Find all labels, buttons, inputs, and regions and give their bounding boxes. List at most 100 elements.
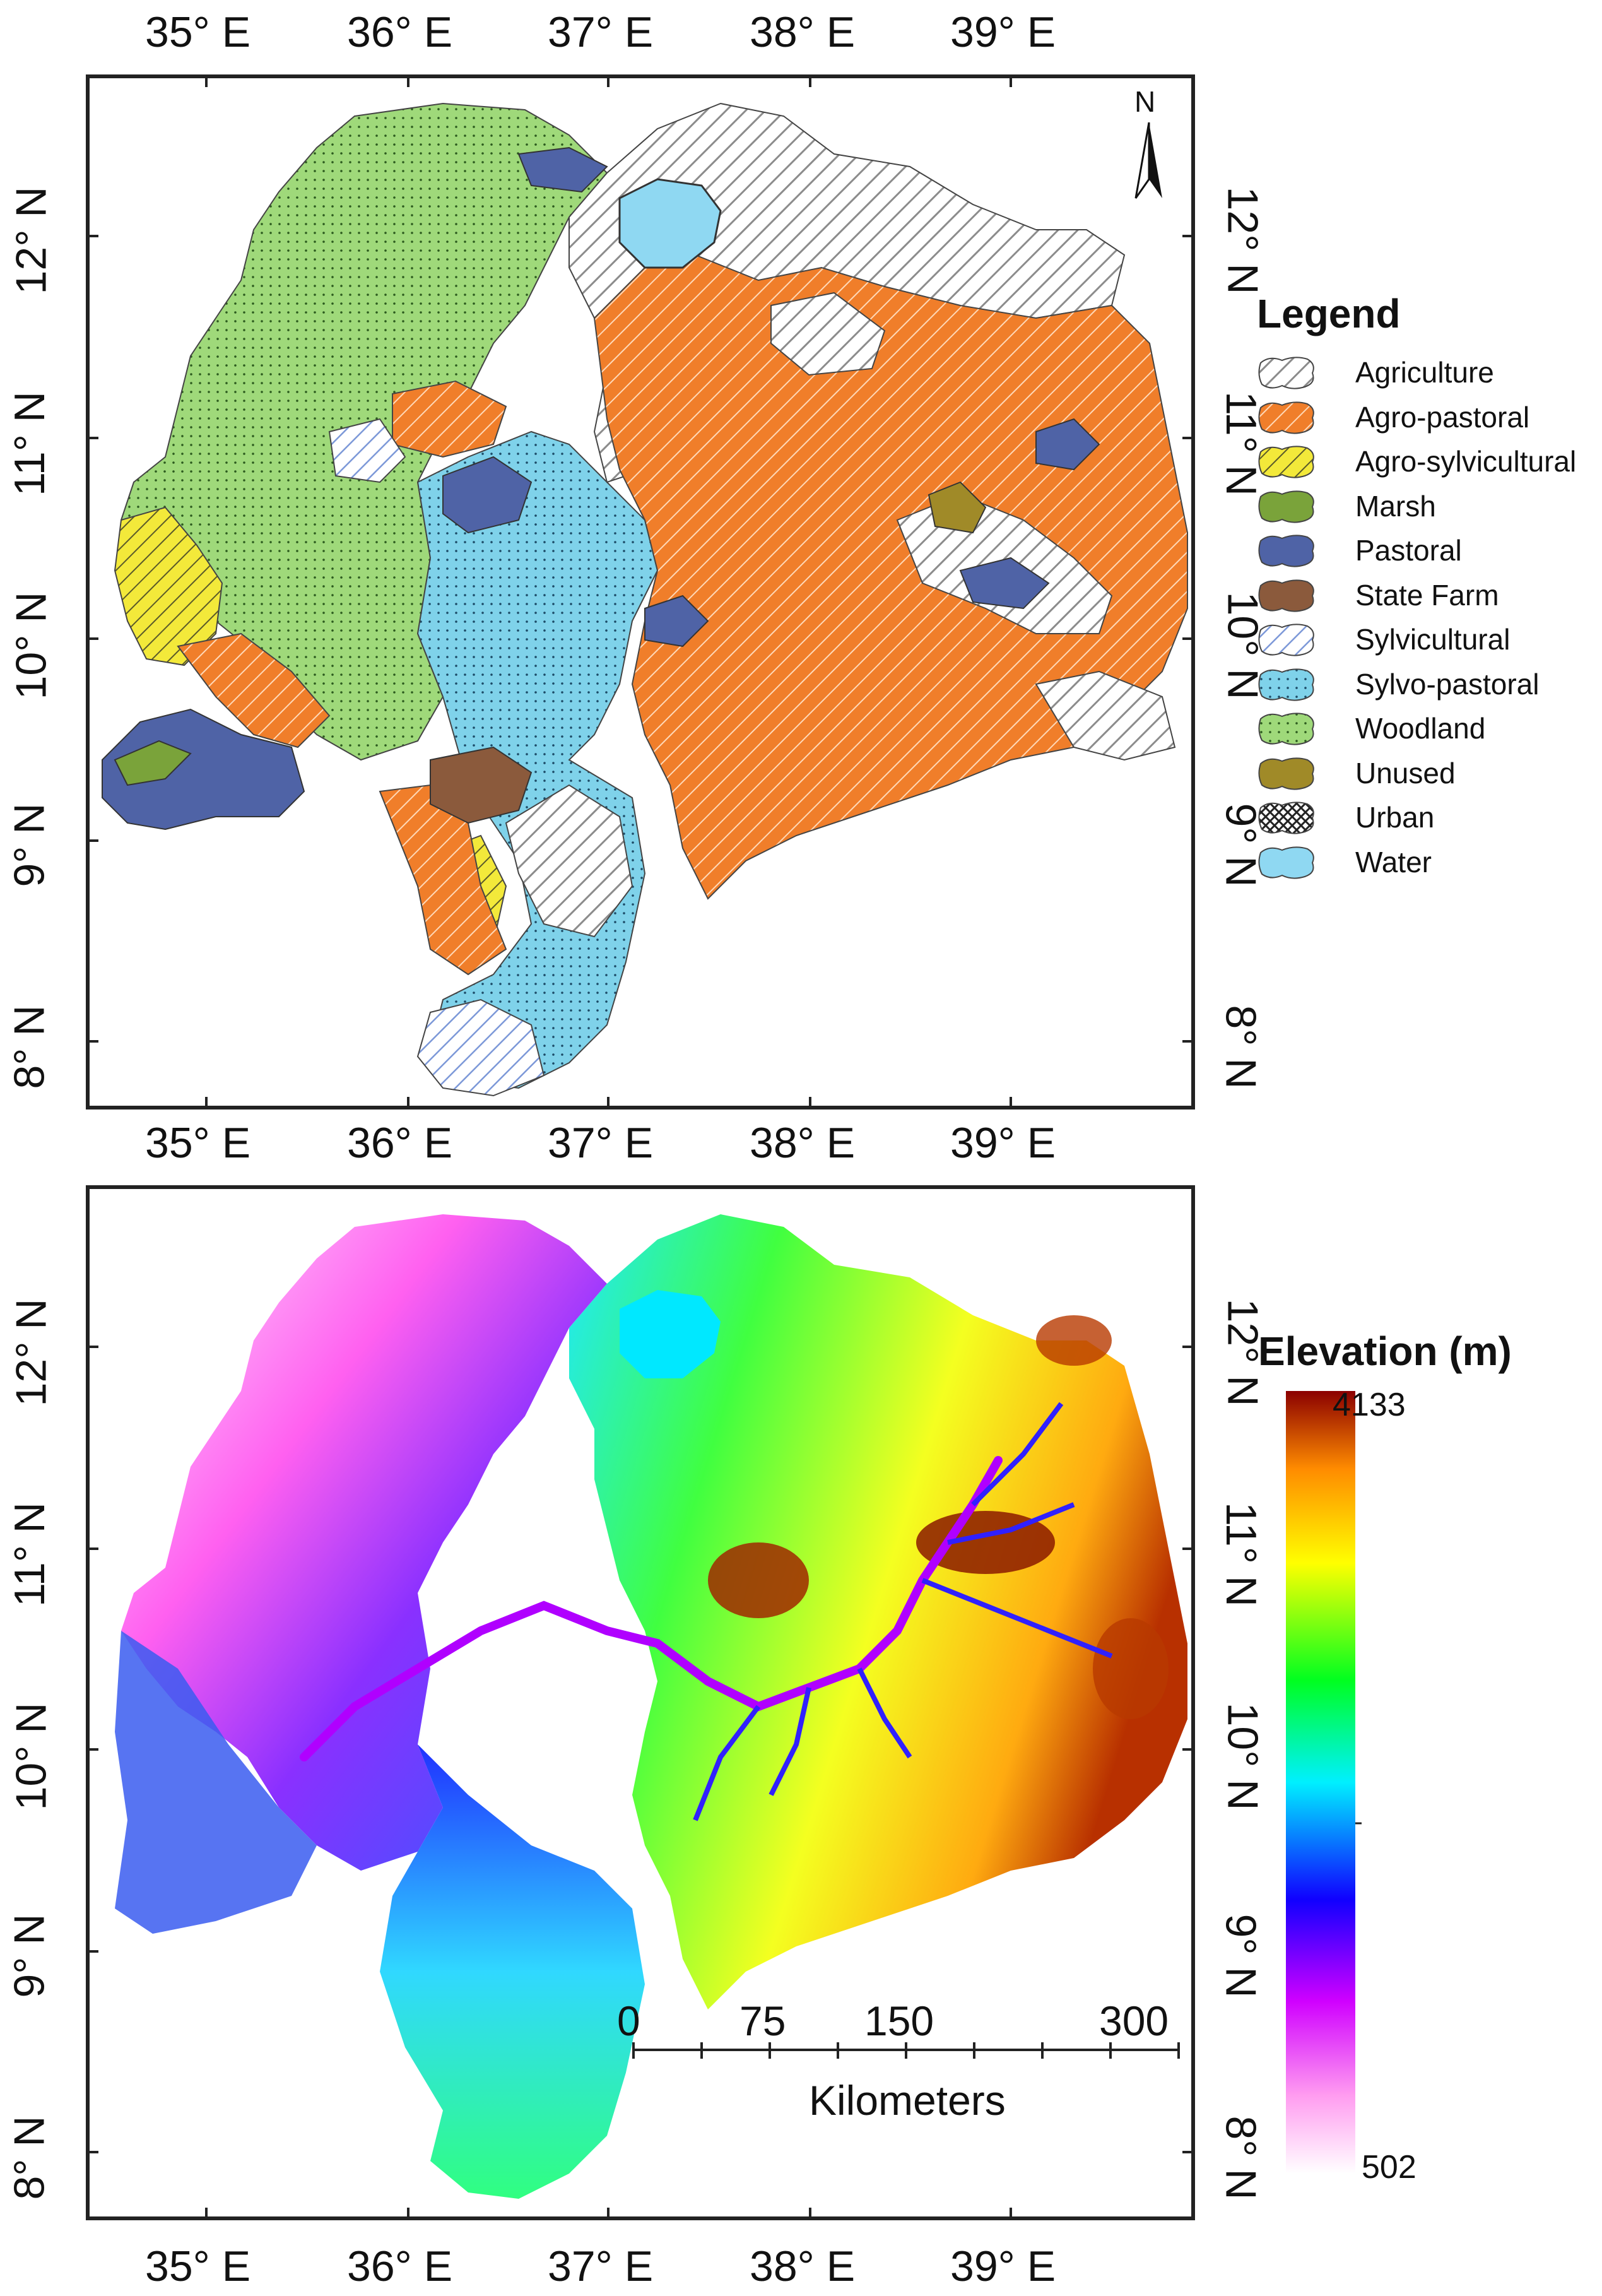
elevation-max-label: 4133	[1333, 1387, 1406, 1423]
legend-item: Pastoral	[1257, 531, 1462, 569]
north-arrow-label: N	[1134, 85, 1156, 118]
unused-region	[928, 481, 987, 534]
legend-item: Sylvicultural	[1257, 620, 1510, 658]
agriculture-region	[1035, 670, 1176, 761]
river-main	[300, 1456, 1003, 1761]
legend-item-label: Woodland	[1355, 712, 1486, 745]
legend-item-label: Agro-pastoral	[1355, 400, 1530, 434]
legend-item: Unused	[1257, 754, 1456, 792]
frame-ticks	[90, 1346, 1191, 2216]
lake-tana	[620, 1290, 721, 1378]
legend-item-label: Pastoral	[1355, 534, 1462, 567]
land-use-map	[90, 78, 1191, 1106]
frame-ticks	[90, 78, 1191, 1106]
top-map-lon-label: 35° E	[145, 1119, 251, 1167]
agro-pastoral-region	[177, 632, 331, 749]
highland-peak	[1093, 1618, 1169, 1719]
bottom-map-lat-label: 10° N	[7, 1702, 56, 1811]
legend-item-label: Sylvo-pastoral	[1355, 667, 1540, 701]
bottom-map-lat-label: 11° N	[5, 1502, 54, 1607]
top-map-lon-label: 35° E	[145, 8, 251, 56]
top-map-lat-label: 8° N	[1216, 1005, 1265, 1089]
legend-item: Marsh	[1257, 487, 1436, 525]
legend-swatch-icon	[1258, 846, 1314, 879]
bottom-map-lon-label: 38° E	[750, 2242, 856, 2290]
top-map-lat-label: 10° N	[7, 591, 56, 700]
top-map-lon-label: 38° E	[750, 8, 856, 56]
legend-item: Agriculture	[1257, 353, 1494, 391]
legend-swatch-icon	[1258, 357, 1314, 389]
legend-item: Urban	[1257, 798, 1434, 836]
pastoral-region	[1035, 418, 1100, 471]
pastoral-region	[517, 146, 608, 193]
sylvicultural-region	[416, 998, 545, 1097]
legend-item-label: State Farm	[1355, 578, 1499, 612]
elevation-map	[90, 1214, 1191, 2216]
bottom-map-lon-label: 36° E	[347, 2242, 453, 2290]
bottom-map-lat-label: 12° N	[7, 1298, 56, 1407]
legend-item: Sylvo-pastoral	[1257, 665, 1539, 703]
legend-item-label: Marsh	[1355, 489, 1436, 523]
dem-southwest-region	[115, 1631, 317, 1934]
scale-tick-label: 300	[1099, 1997, 1169, 2044]
legend-swatch-icon	[1258, 757, 1314, 790]
elevation-min-label: 502	[1362, 2149, 1416, 2186]
marsh-region	[114, 740, 192, 786]
legend-swatch-icon	[1258, 446, 1314, 478]
legend-swatch-icon	[1258, 535, 1314, 567]
top-map-lat-label: 9° N	[5, 803, 54, 887]
top-map-lon-label: 39° E	[950, 1119, 1056, 1167]
bottom-map-lon-label: 37° E	[548, 2242, 654, 2290]
legend-item-label: Agro-sylvicultural	[1355, 445, 1577, 478]
bottom-map-lat-label: 9° N	[5, 1914, 54, 1998]
top-map-lon-label: 38° E	[750, 1119, 856, 1167]
scale-tick-label: 75	[739, 1997, 786, 2044]
dem-east-region	[569, 1214, 1187, 2009]
river-tributary	[693, 1402, 1113, 1821]
land-use-legend: Legend Agriculture Agro-pastoral Agro-sylv…	[1257, 290, 1598, 884]
top-map-lat-label: 11° N	[5, 391, 54, 496]
top-map-lon-label: 36° E	[347, 1119, 453, 1167]
legend-item: Water	[1257, 843, 1432, 881]
highland-peak	[708, 1542, 809, 1618]
elevation-legend: Elevation (m) 4133 502	[1258, 1328, 1599, 2186]
scale-unit-label: Kilometers	[809, 2077, 1006, 2124]
bottom-map-frame	[86, 1185, 1195, 2220]
legend-item: Agro-pastoral	[1257, 398, 1529, 436]
legend-item: Woodland	[1257, 709, 1485, 747]
agriculture-region	[505, 784, 633, 938]
legend-item-label: Urban	[1355, 801, 1435, 834]
agro-pastoral-region	[593, 254, 1188, 900]
legend-swatch-icon	[1258, 579, 1314, 612]
sylvicultural-region	[328, 418, 406, 483]
agro-pastoral-region	[392, 380, 507, 458]
highland-peak	[1036, 1315, 1112, 1366]
top-map-lon-label: 37° E	[548, 1119, 654, 1167]
elevation-color-ramp	[1286, 1391, 1362, 2174]
legend-swatch-icon	[1258, 401, 1314, 434]
legend-item-label: Water	[1355, 845, 1432, 879]
scale-tick-label: 150	[864, 1997, 934, 2044]
legend-swatch-icon	[1258, 713, 1314, 745]
scale-tick-label: 0	[617, 1997, 640, 2044]
legend-item-label: Agriculture	[1355, 356, 1494, 389]
top-map-lat-label: 8° N	[5, 1005, 54, 1089]
legend-swatch-icon	[1258, 668, 1314, 701]
legend-item-label: Sylvicultural	[1355, 623, 1511, 656]
pastoral-region	[959, 557, 1050, 610]
dem-south-region	[380, 1744, 645, 2199]
pastoral-region	[102, 708, 305, 831]
elevation-legend-title: Elevation (m)	[1258, 1328, 1512, 1374]
bottom-map-lon-label: 35° E	[145, 2242, 251, 2290]
top-map-lat-label: 12° N	[1218, 186, 1267, 295]
top-map-lat-label: 12° N	[7, 186, 56, 295]
legend-item: Agro-sylvicultural	[1257, 442, 1576, 480]
water-lake	[618, 178, 722, 269]
bottom-map-lon-label: 39° E	[950, 2242, 1056, 2290]
dem-west-region	[121, 1214, 607, 1871]
agriculture-region	[770, 292, 886, 376]
legend-title: Legend	[1257, 291, 1401, 336]
state-farm-region	[430, 746, 533, 824]
legend-swatch-icon	[1258, 490, 1314, 523]
scale-bar	[632, 2042, 1180, 2059]
